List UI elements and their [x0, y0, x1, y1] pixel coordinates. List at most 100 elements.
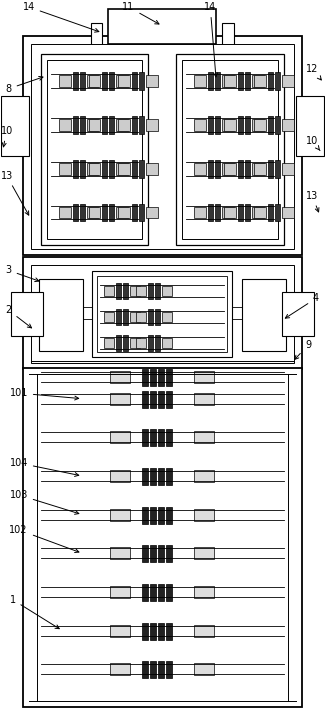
- Bar: [88, 74, 100, 87]
- Bar: [88, 206, 100, 218]
- Bar: [222, 206, 234, 218]
- Text: 4: 4: [285, 294, 319, 318]
- Bar: [116, 309, 122, 325]
- Bar: [118, 163, 130, 175]
- Bar: [111, 432, 130, 443]
- Bar: [158, 546, 164, 562]
- Bar: [111, 586, 130, 598]
- Bar: [104, 286, 114, 296]
- Bar: [124, 335, 128, 352]
- Bar: [132, 72, 137, 90]
- Bar: [158, 430, 164, 446]
- Bar: [111, 470, 130, 482]
- Bar: [111, 625, 130, 637]
- Bar: [80, 160, 84, 178]
- Bar: [104, 312, 114, 322]
- Bar: [222, 163, 234, 175]
- Bar: [150, 546, 156, 562]
- Bar: [238, 72, 243, 90]
- Bar: [215, 116, 220, 134]
- Bar: [194, 586, 214, 598]
- Bar: [224, 119, 236, 131]
- Bar: [132, 203, 137, 221]
- Bar: [80, 72, 84, 90]
- Bar: [194, 432, 214, 443]
- Bar: [252, 206, 264, 218]
- Bar: [110, 203, 114, 221]
- Bar: [31, 44, 294, 249]
- Bar: [194, 509, 214, 521]
- Bar: [118, 74, 130, 87]
- Bar: [194, 371, 214, 383]
- Bar: [142, 391, 149, 407]
- Bar: [86, 74, 98, 87]
- Bar: [72, 72, 78, 90]
- Bar: [158, 623, 164, 639]
- Bar: [224, 74, 236, 87]
- Bar: [268, 116, 273, 134]
- Bar: [142, 369, 149, 386]
- Bar: [116, 206, 128, 218]
- Bar: [132, 116, 137, 134]
- Bar: [166, 584, 172, 601]
- Bar: [86, 206, 98, 218]
- Bar: [150, 468, 156, 485]
- Bar: [150, 391, 156, 407]
- Bar: [142, 662, 149, 678]
- Bar: [124, 284, 128, 299]
- Bar: [39, 279, 83, 352]
- Bar: [146, 74, 158, 87]
- Bar: [222, 74, 234, 87]
- Text: 10: 10: [306, 135, 320, 150]
- Bar: [149, 309, 153, 325]
- Bar: [296, 96, 324, 155]
- Bar: [150, 430, 156, 446]
- Bar: [166, 391, 172, 407]
- Text: 8: 8: [6, 77, 43, 94]
- Bar: [242, 279, 286, 352]
- Bar: [194, 470, 214, 482]
- Bar: [111, 664, 130, 675]
- Bar: [130, 286, 140, 296]
- Bar: [150, 623, 156, 639]
- Bar: [111, 371, 130, 383]
- Text: 1: 1: [10, 595, 59, 629]
- Bar: [208, 203, 213, 221]
- Bar: [176, 54, 284, 246]
- Bar: [215, 203, 220, 221]
- Bar: [194, 625, 214, 637]
- Bar: [142, 468, 149, 485]
- Bar: [58, 119, 71, 131]
- Bar: [90, 23, 102, 45]
- Bar: [104, 338, 114, 348]
- Bar: [80, 116, 84, 134]
- Bar: [208, 116, 213, 134]
- Bar: [252, 119, 264, 131]
- Bar: [150, 584, 156, 601]
- Bar: [118, 119, 130, 131]
- Bar: [158, 584, 164, 601]
- Bar: [150, 507, 156, 523]
- Bar: [102, 72, 108, 90]
- Text: 12: 12: [306, 64, 321, 80]
- Bar: [254, 74, 266, 87]
- Bar: [139, 203, 144, 221]
- Bar: [182, 60, 278, 239]
- Bar: [268, 160, 273, 178]
- Bar: [149, 284, 153, 299]
- Bar: [109, 9, 216, 44]
- Bar: [252, 74, 264, 87]
- Bar: [158, 662, 164, 678]
- Bar: [158, 507, 164, 523]
- Bar: [146, 119, 158, 131]
- Bar: [110, 160, 114, 178]
- Bar: [282, 74, 294, 87]
- Bar: [111, 393, 130, 405]
- Bar: [238, 116, 243, 134]
- Bar: [254, 119, 266, 131]
- Bar: [142, 584, 149, 601]
- Bar: [194, 206, 206, 218]
- Bar: [132, 160, 137, 178]
- Bar: [224, 163, 236, 175]
- Bar: [88, 163, 100, 175]
